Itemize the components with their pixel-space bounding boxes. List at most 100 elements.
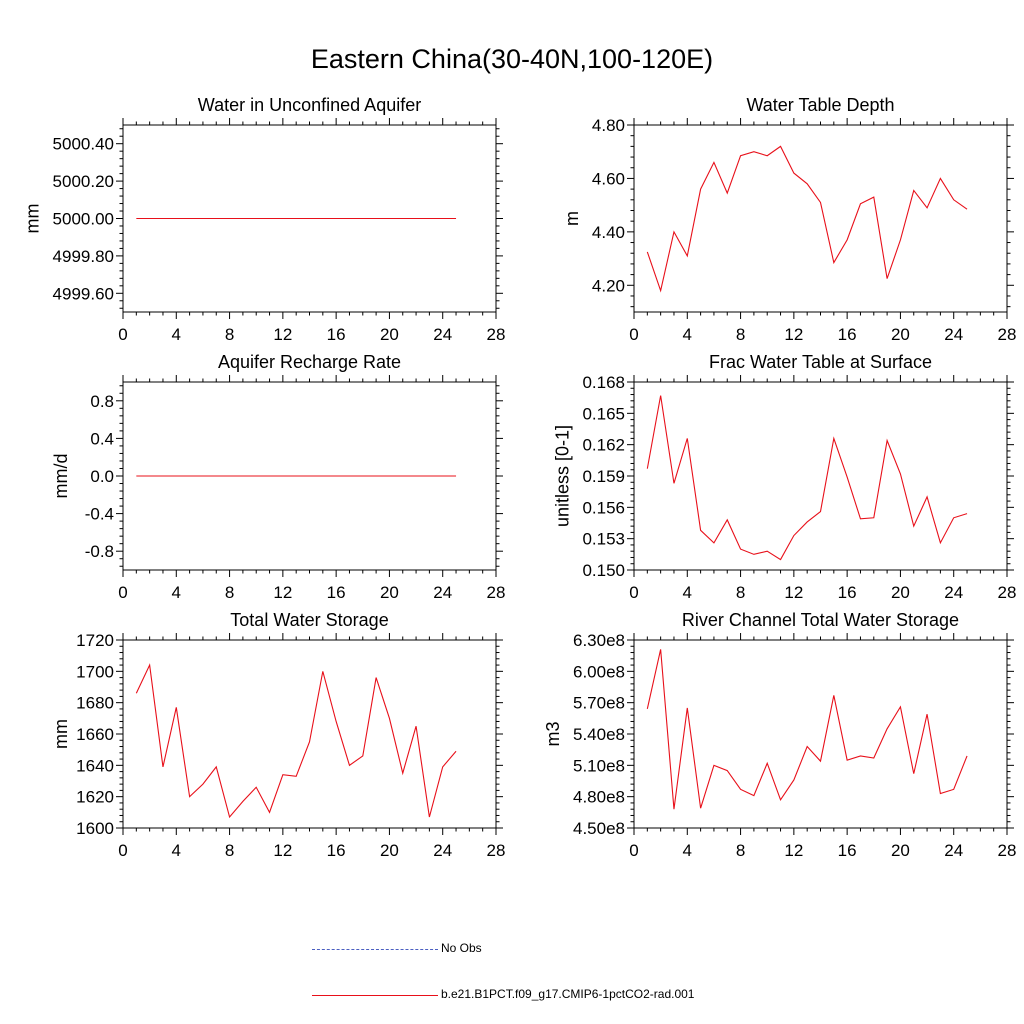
y-tick-label: 4.20: [592, 276, 625, 295]
x-tick-label: 4: [683, 325, 692, 344]
x-tick-label: 12: [273, 325, 292, 344]
legend-no-obs: No Obs: [0, 940, 1024, 960]
y-tick-label: 1600: [76, 819, 114, 838]
y-tick-label: 0.4: [90, 429, 114, 448]
y-tick-label: 1720: [76, 631, 114, 650]
y-tick-label: 1660: [76, 725, 114, 744]
y-tick-label: 1700: [76, 662, 114, 681]
y-axis-label: m: [562, 211, 582, 226]
y-tick-label: 5000.00: [53, 210, 114, 229]
x-tick-label: 16: [838, 325, 857, 344]
x-tick-label: 12: [784, 325, 803, 344]
x-tick-label: 16: [327, 325, 346, 344]
plot-frame: [122, 639, 497, 829]
x-tick-label: 4: [172, 583, 181, 602]
x-tick-label: 28: [487, 325, 506, 344]
x-tick-label: 4: [172, 325, 181, 344]
x-tick-label: 8: [225, 583, 234, 602]
legend-label-no-obs: No Obs: [441, 941, 482, 955]
series-line: [646, 145, 968, 293]
x-tick-label: 0: [629, 841, 638, 860]
y-tick-label: -0.4: [85, 505, 114, 524]
x-tick-label: 12: [273, 583, 292, 602]
x-tick-label: 4: [683, 841, 692, 860]
y-tick-label: 0.159: [582, 467, 625, 486]
x-tick-label: 24: [944, 841, 963, 860]
panel-title: Water Table Depth: [746, 95, 894, 115]
y-tick-label: 0.153: [582, 530, 625, 549]
x-tick-label: 12: [784, 583, 803, 602]
x-tick-label: 16: [838, 583, 857, 602]
y-tick-label: 4999.60: [53, 284, 114, 303]
x-tick-label: 0: [118, 841, 127, 860]
x-tick-label: 8: [736, 583, 745, 602]
y-tick-label: 1620: [76, 788, 114, 807]
x-tick-label: 8: [225, 841, 234, 860]
x-tick-label: 24: [944, 325, 963, 344]
x-tick-label: 16: [327, 841, 346, 860]
series-line: [646, 395, 968, 561]
x-tick-label: 20: [380, 841, 399, 860]
x-tick-label: 8: [225, 325, 234, 344]
x-tick-label: 4: [683, 583, 692, 602]
y-tick-label: 5.10e8: [573, 756, 625, 775]
y-axis-label: m3: [543, 721, 563, 746]
y-tick-label: 0.165: [582, 404, 625, 423]
y-tick-label: 0.168: [582, 373, 625, 392]
x-tick-label: 24: [433, 325, 452, 344]
x-tick-label: 24: [433, 583, 452, 602]
y-tick-label: 0.156: [582, 498, 625, 517]
x-tick-label: 16: [327, 583, 346, 602]
y-axis-label: mm: [51, 719, 71, 749]
y-tick-label: 4.50e8: [573, 819, 625, 838]
x-tick-label: 24: [944, 583, 963, 602]
legend-dashed-line: [312, 949, 438, 950]
x-tick-label: 28: [998, 325, 1017, 344]
y-tick-label: 5.40e8: [573, 725, 625, 744]
x-tick-label: 8: [736, 841, 745, 860]
y-tick-label: -0.8: [85, 542, 114, 561]
panel-title: Aquifer Recharge Rate: [218, 352, 401, 372]
y-tick-label: 4.40: [592, 223, 625, 242]
panel-frac-water-table: Frac Water Table at Surface 0 4 8 12 16 20 24 28…: [553, 352, 1017, 602]
panel-water-table-depth: Water Table Depth 0 4 8 12 16 20 24 28 4.20 4.40 4.…: [562, 95, 1016, 344]
x-tick-label: 12: [784, 841, 803, 860]
y-tick-label: 4.60: [592, 169, 625, 188]
y-axis-label: unitless [0-1]: [553, 425, 573, 527]
y-axis-label: mm/d: [51, 454, 71, 499]
x-tick-label: 20: [891, 583, 910, 602]
x-tick-label: 28: [998, 841, 1017, 860]
panel-title: Total Water Storage: [230, 610, 388, 630]
panel-title: Frac Water Table at Surface: [709, 352, 932, 372]
plot-frame: [633, 124, 1008, 313]
x-tick-label: 20: [380, 583, 399, 602]
x-tick-label: 4: [172, 841, 181, 860]
y-tick-label: 1680: [76, 694, 114, 713]
x-tick-label: 24: [433, 841, 452, 860]
y-tick-label: 6.30e8: [573, 631, 625, 650]
plot-frame: [633, 381, 1008, 571]
y-tick-label: 0.0: [90, 467, 114, 486]
y-tick-label: 5000.40: [53, 135, 114, 154]
figure-title: Eastern China(30-40N,100-120E): [310, 44, 714, 74]
series-line: [646, 649, 968, 810]
x-tick-label: 16: [838, 841, 857, 860]
x-tick-label: 0: [118, 325, 127, 344]
panel-title: Water in Unconfined Aquifer: [198, 95, 421, 115]
y-tick-label: 0.150: [582, 561, 625, 580]
x-tick-label: 28: [487, 583, 506, 602]
series-line: [135, 663, 457, 819]
y-tick-label: 0.8: [90, 392, 114, 411]
panel-aquifer-recharge: Aquifer Recharge Rate 0 4 8 12 16 20 24 28 -0.8 -0…: [51, 352, 505, 602]
y-tick-label: 4.80e8: [573, 788, 625, 807]
y-tick-label: 5.70e8: [573, 694, 625, 713]
y-tick-label: 1640: [76, 756, 114, 775]
legend-model-run: b.e21.B1PCT.f09_g17.CMIP6-1pctCO2-rad.00…: [0, 986, 1024, 1006]
y-axis-label: mm: [23, 204, 43, 234]
x-tick-label: 0: [118, 583, 127, 602]
plot-frame: [633, 639, 1008, 829]
x-tick-label: 8: [736, 325, 745, 344]
panel-title: River Channel Total Water Storage: [682, 610, 959, 630]
